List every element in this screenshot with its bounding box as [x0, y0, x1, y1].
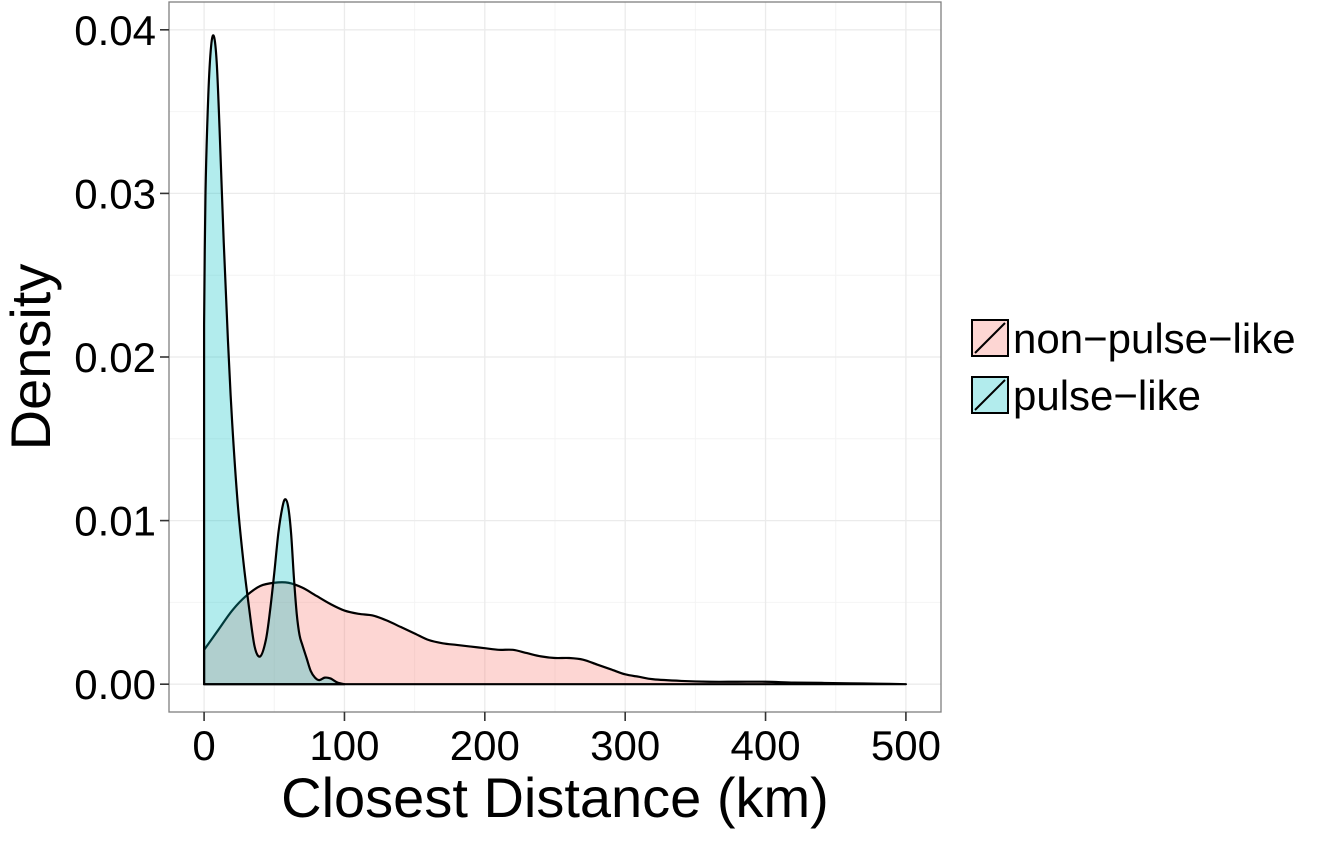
legend-label: non−pulse−like: [1013, 315, 1296, 362]
x-tick-label: 500: [871, 722, 941, 769]
legend-label: pulse−like: [1013, 372, 1201, 419]
y-tick-label: 0.04: [74, 7, 156, 54]
y-axis-title: Density: [0, 264, 62, 451]
y-tick-label: 0.01: [74, 498, 156, 545]
x-axis-ticks: 0 100 200 300 400 500: [192, 712, 941, 769]
x-axis-title: Closest Distance (km): [281, 766, 829, 829]
y-tick-label: 0.02: [74, 334, 156, 381]
legend-item: pulse−like: [971, 372, 1201, 419]
legend-key-slash: [974, 379, 1006, 411]
major-gridlines: [169, 2, 941, 712]
x-tick-label: 100: [309, 722, 379, 769]
y-tick-label: 0.03: [74, 170, 156, 217]
density-area-non-pulse-like: [202, 581, 908, 686]
legend-key-slash: [974, 322, 1006, 354]
density-area-pulse-like: [202, 34, 346, 686]
x-tick-label: 400: [731, 722, 801, 769]
y-tick-label: 0.00: [74, 661, 156, 708]
legend: non−pulse−like pulse−like: [971, 315, 1296, 419]
x-tick-label: 300: [590, 722, 660, 769]
x-tick-label: 200: [450, 722, 520, 769]
y-axis-ticks: 0.00 0.01 0.02 0.03 0.04: [74, 7, 169, 708]
legend-item: non−pulse−like: [971, 315, 1296, 362]
x-tick-label: 0: [192, 722, 215, 769]
density-areas: [202, 34, 908, 686]
